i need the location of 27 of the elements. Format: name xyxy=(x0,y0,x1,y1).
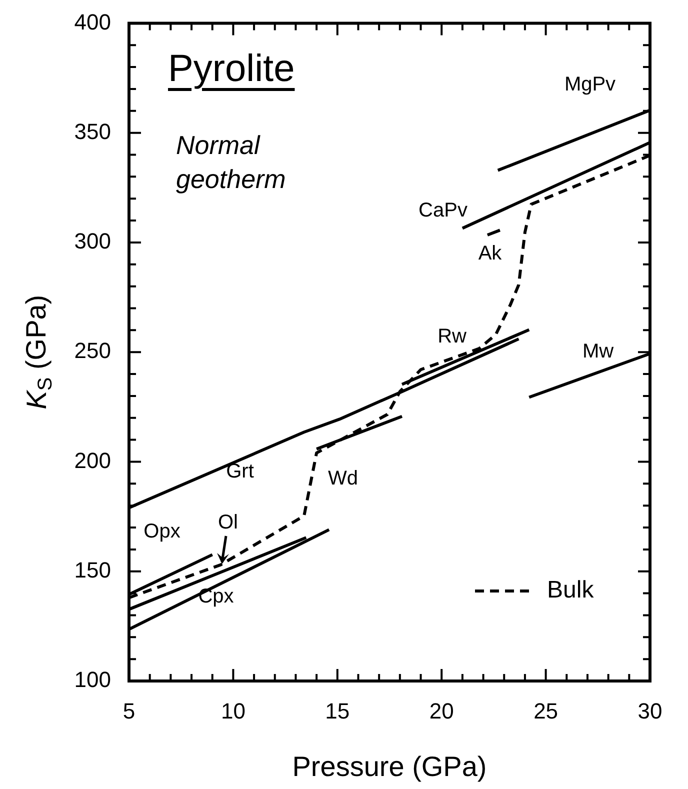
x-tick-label: 25 xyxy=(534,698,558,724)
y-axis-title: KS (GPa) xyxy=(20,294,57,410)
x-tick-label: 20 xyxy=(429,698,454,724)
legend-label: Bulk xyxy=(547,576,595,604)
y-tick-label: 350 xyxy=(74,118,111,144)
annotation: CaPv xyxy=(418,200,468,222)
y-tick-label: 100 xyxy=(74,667,111,692)
y-tick-label: 400 xyxy=(74,9,111,34)
annotation: Rw xyxy=(438,326,467,348)
annotation: Opx xyxy=(144,520,180,543)
y-tick-label: 150 xyxy=(74,557,111,582)
x-tick-label: 10 xyxy=(220,698,246,724)
text: Pyrolite xyxy=(168,48,295,91)
annotation: Mw xyxy=(582,340,614,363)
annotation: Ak xyxy=(478,242,503,265)
annotation: MgPv xyxy=(564,74,616,96)
y-tick-label: 250 xyxy=(74,338,111,364)
x-axis-title: Pressure (GPa) xyxy=(292,750,487,782)
annotation: Wd xyxy=(328,468,358,490)
text: Normal geotherm xyxy=(176,129,287,196)
x-tick-label: 30 xyxy=(638,698,662,724)
y-tick-label: 200 xyxy=(74,448,111,473)
y-tick-label: 300 xyxy=(74,228,111,254)
x-tick-label: 5 xyxy=(122,698,136,724)
annotation: Ol xyxy=(218,512,238,534)
annotation: Grt xyxy=(226,460,254,483)
x-tick-label: 15 xyxy=(325,698,350,724)
